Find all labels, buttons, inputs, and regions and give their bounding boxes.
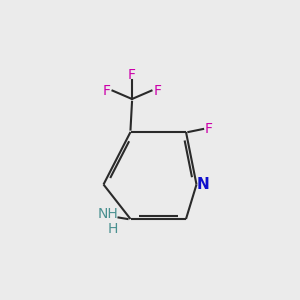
Text: F: F [103, 84, 110, 98]
Text: F: F [154, 84, 161, 98]
Text: NH: NH [98, 208, 118, 221]
Text: H: H [108, 222, 118, 236]
Text: F: F [128, 68, 136, 82]
Text: F: F [205, 122, 212, 136]
Text: N: N [197, 177, 209, 192]
